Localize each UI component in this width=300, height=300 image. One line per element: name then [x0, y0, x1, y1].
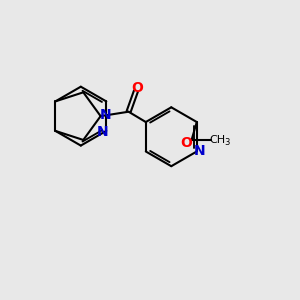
Text: CH: CH — [209, 135, 225, 145]
Text: N: N — [97, 125, 109, 139]
Text: O: O — [180, 136, 192, 150]
Text: 3: 3 — [224, 138, 230, 147]
Text: O: O — [131, 81, 143, 94]
Text: N: N — [100, 108, 112, 122]
Text: N: N — [194, 145, 206, 158]
